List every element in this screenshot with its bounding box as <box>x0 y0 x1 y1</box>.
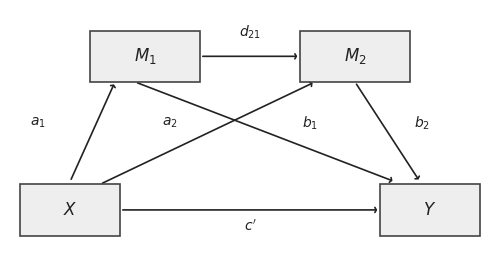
Text: $M_2$: $M_2$ <box>344 46 366 66</box>
Text: $d_{21}$: $d_{21}$ <box>239 24 261 41</box>
Text: $b_2$: $b_2$ <box>414 114 430 132</box>
Text: $M_1$: $M_1$ <box>134 46 156 66</box>
Text: $b_1$: $b_1$ <box>302 114 318 132</box>
Text: $Y$: $Y$ <box>424 201 436 219</box>
FancyBboxPatch shape <box>90 31 200 82</box>
Text: $a_2$: $a_2$ <box>162 116 178 130</box>
FancyBboxPatch shape <box>300 31 410 82</box>
Text: $X$: $X$ <box>63 201 77 219</box>
Text: $c'$: $c'$ <box>244 219 256 234</box>
FancyBboxPatch shape <box>20 184 120 236</box>
FancyBboxPatch shape <box>380 184 480 236</box>
Text: $a_1$: $a_1$ <box>30 116 46 130</box>
